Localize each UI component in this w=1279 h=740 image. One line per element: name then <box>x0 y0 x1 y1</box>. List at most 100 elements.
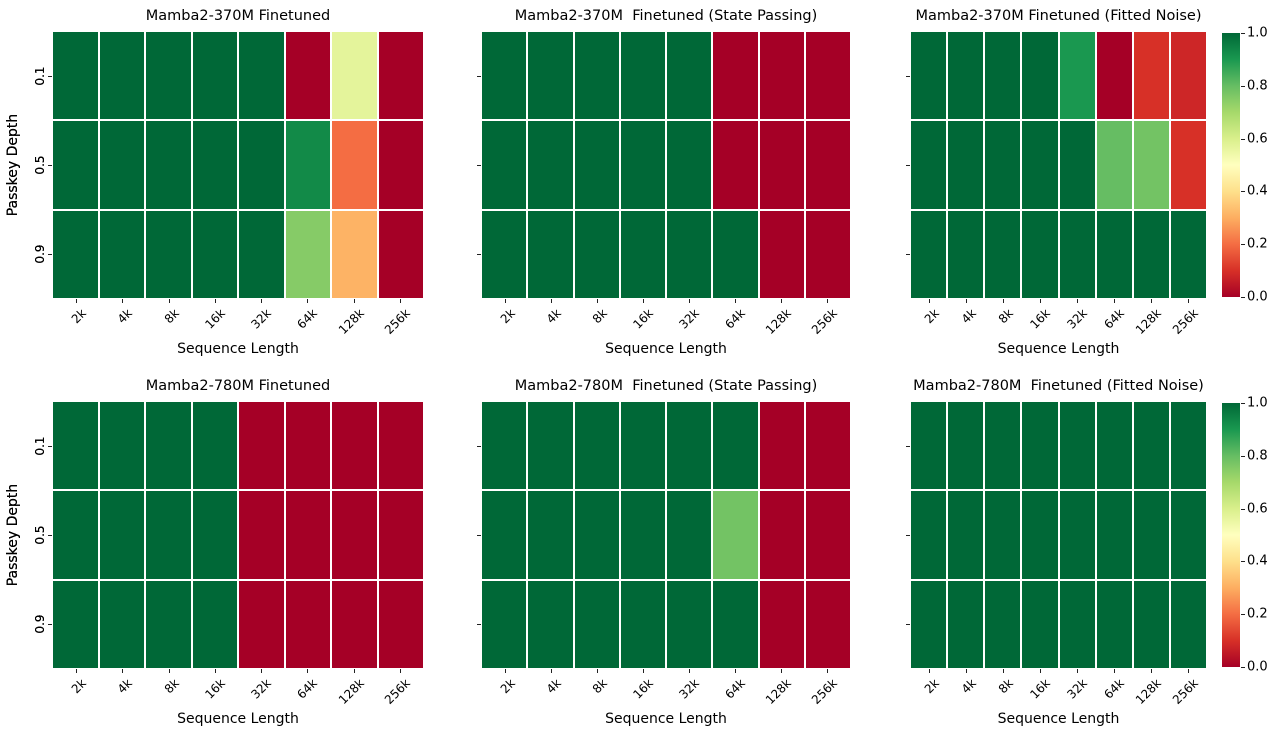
heatmap-cell <box>620 121 665 209</box>
x-tick-mark <box>505 669 506 673</box>
x-tick-mark <box>1187 669 1189 673</box>
heatmap-cell <box>1170 32 1206 120</box>
heatmap-cell <box>667 580 712 668</box>
x-tick-mark <box>505 299 506 303</box>
heatmap-cell <box>528 491 573 579</box>
heatmap-cell <box>285 121 330 209</box>
heatmap-cell <box>759 210 804 298</box>
x-tick-mark <box>929 669 931 673</box>
x-tick-label: 256k <box>381 676 413 708</box>
heatmap-cell <box>192 121 237 209</box>
y-tick-mark <box>477 446 481 448</box>
heatmap-cell <box>1096 32 1132 120</box>
y-tick-mark <box>906 253 910 255</box>
heatmap-cell <box>1133 210 1169 298</box>
x-tick-mark <box>1003 669 1005 673</box>
x-tick-label: 2k <box>68 306 90 327</box>
heatmap-cell <box>1133 32 1169 120</box>
heatmap-cell <box>482 32 527 120</box>
heatmap-cell <box>713 210 758 298</box>
plot-area <box>911 402 1206 668</box>
heatmap-cell <box>146 580 191 668</box>
heatmap-cell <box>285 32 330 120</box>
x-tick-label: 2k <box>497 676 518 697</box>
heatmap-cell <box>805 580 850 668</box>
heatmap-cell <box>192 210 237 298</box>
colorbar-tick-mark <box>1241 403 1245 404</box>
heatmap-cell <box>620 580 665 668</box>
heatmap-cell <box>620 210 665 298</box>
heatmap-cell <box>1022 210 1058 298</box>
colorbar-tick-mark <box>1241 614 1245 616</box>
colorbar-tick-label: 1.0 <box>1247 395 1268 411</box>
heatmap-cell <box>667 491 712 579</box>
x-tick-mark <box>551 299 552 303</box>
x-tick-mark <box>1076 669 1078 673</box>
heatmap-cell <box>482 402 527 490</box>
heatmap-cell <box>1022 121 1058 209</box>
heatmap-cell <box>948 491 984 579</box>
heatmap-cell <box>239 491 284 579</box>
heatmap-cell <box>53 32 98 120</box>
colorbar-tick-label: 0.6 <box>1247 501 1268 517</box>
y-tick-label: 0.1 <box>33 66 47 86</box>
x-tick-mark <box>1113 299 1115 303</box>
heatmap-cell <box>911 121 947 209</box>
heatmap-cell <box>192 402 237 490</box>
y-tick-mark <box>477 253 481 255</box>
colorbar-tick-mark <box>1241 508 1245 510</box>
colorbar-tick-mark <box>1241 33 1245 34</box>
y-tick-mark <box>477 535 481 536</box>
x-tick-mark <box>261 299 263 303</box>
heatmap-cell <box>99 580 144 668</box>
plot-area <box>482 402 850 668</box>
x-tick-mark <box>966 669 968 673</box>
heatmap-cell <box>1133 580 1169 668</box>
heatmap-cell <box>146 121 191 209</box>
x-tick-mark <box>214 299 216 303</box>
heatmap-cell <box>528 32 573 120</box>
heatmap-cell <box>528 121 573 209</box>
heatmap-cell <box>378 402 423 490</box>
x-tick-mark <box>689 669 690 673</box>
heatmap-cell <box>805 402 850 490</box>
colorbar-tick-label: 0.6 <box>1247 131 1268 147</box>
heatmap-cell <box>985 402 1021 490</box>
y-tick-mark <box>48 446 52 448</box>
heatmap-cell <box>1170 402 1206 490</box>
subplot-title: Mamba2-370M Finetuned <box>145 8 331 24</box>
x-tick-mark <box>1187 299 1189 303</box>
heatmap-cell <box>574 32 619 120</box>
heatmap-cell <box>285 210 330 298</box>
colorbar-tick-label: 0.0 <box>1247 659 1268 675</box>
heatmap-cell <box>911 580 947 668</box>
heatmap-cell <box>1133 121 1169 209</box>
x-tick-mark <box>781 669 782 673</box>
colorbar-tick-label: 0.2 <box>1247 606 1268 622</box>
x-tick-label: 256k <box>808 306 840 338</box>
heatmap-cell <box>378 121 423 209</box>
x-tick-mark <box>781 299 782 303</box>
colorbar-tick-mark <box>1241 455 1245 457</box>
y-tick-mark <box>48 623 52 625</box>
y-tick-mark <box>906 76 910 78</box>
y-tick-mark <box>477 623 481 625</box>
heatmap-cell <box>1170 580 1206 668</box>
y-tick-mark <box>48 253 52 255</box>
x-tick-mark <box>966 299 968 303</box>
heatmap-cell <box>1022 402 1058 490</box>
heatmap-cell <box>713 491 758 579</box>
heatmap-cell <box>759 32 804 120</box>
heatmap-cell <box>378 580 423 668</box>
heatmap-cell <box>911 402 947 490</box>
heatmap-cell <box>1096 580 1132 668</box>
heatmap-cell <box>146 32 191 120</box>
heatmap-cell <box>1170 121 1206 209</box>
colorbar-tick-label: 0.8 <box>1247 78 1268 94</box>
heatmap-cell <box>146 210 191 298</box>
colorbar-tick-mark <box>1241 244 1245 246</box>
subplot-title: Mamba2-780M Finetuned <box>145 378 331 394</box>
heatmap-cell <box>1133 491 1169 579</box>
heatmap-cell <box>99 32 144 120</box>
